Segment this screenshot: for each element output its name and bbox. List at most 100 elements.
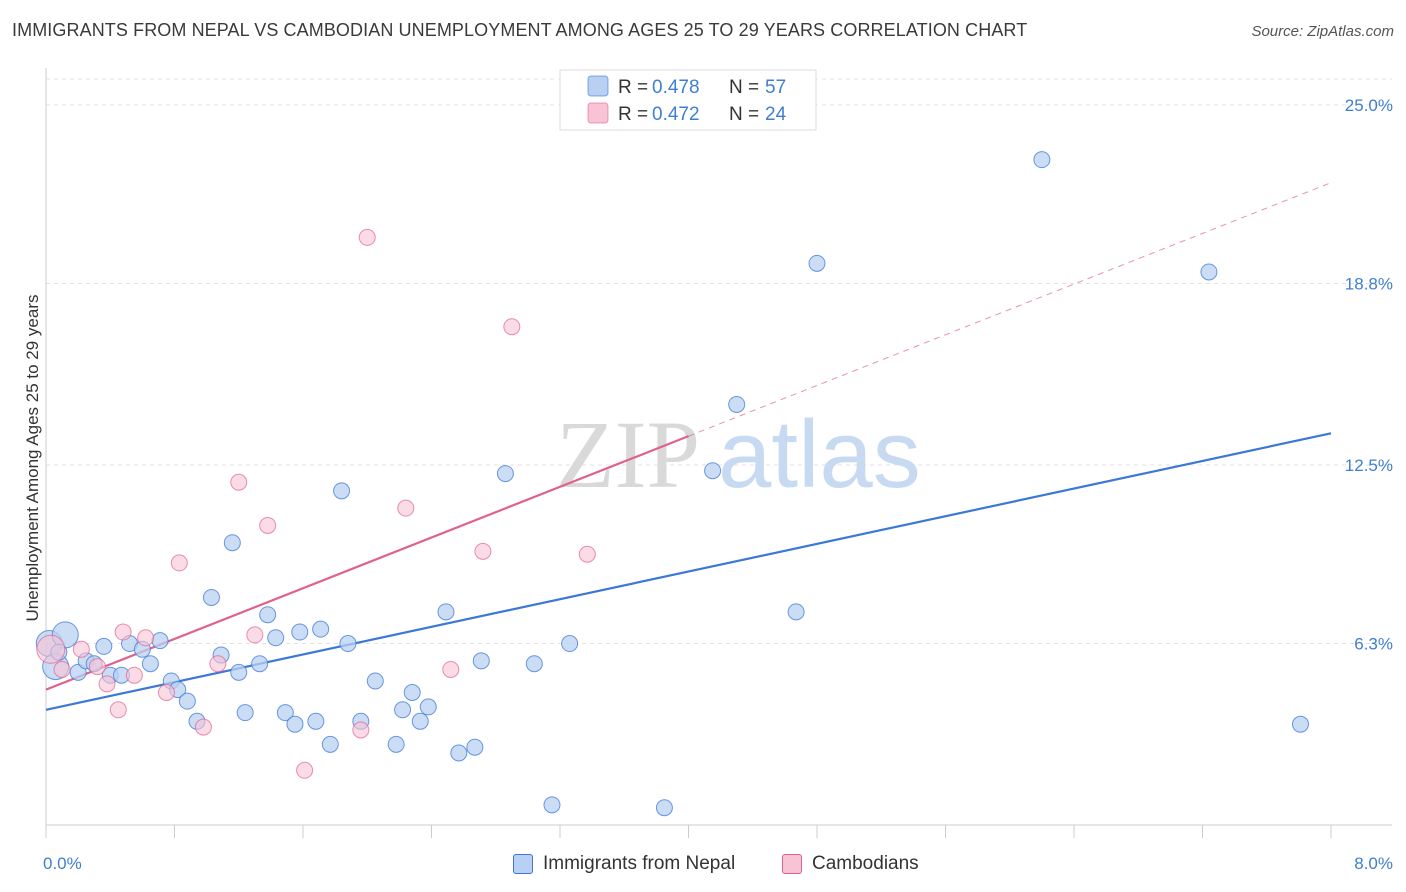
legend-box: R = 0.478 N = 57 R = 0.472 N = 24	[559, 69, 817, 131]
legend-r-label-2: R =	[618, 104, 648, 125]
bottom-legend: Immigrants from Nepal Cambodians	[0, 850, 1406, 880]
point-nepal-11	[141, 655, 159, 673]
legend-r-value-1: 0.478	[652, 77, 700, 98]
point-cambodians-19	[397, 499, 415, 517]
point-cambodians-9	[157, 684, 175, 702]
point-nepal-3	[69, 663, 87, 681]
point-nepal-26	[286, 715, 304, 733]
point-nepal-30	[321, 735, 339, 753]
point-nepal-27	[291, 623, 309, 641]
point-nepal-39	[419, 698, 437, 716]
point-nepal-28	[307, 712, 325, 730]
point-nepal-23	[259, 606, 277, 624]
point-nepal-54	[1200, 263, 1218, 281]
y-tick-label-1: 12.5%	[1345, 456, 1393, 475]
point-nepal-37	[403, 684, 421, 702]
legend-swatch-nepal	[587, 75, 609, 97]
point-nepal-21	[236, 704, 254, 722]
point-nepal-12	[151, 632, 169, 650]
point-nepal-48	[655, 799, 673, 817]
point-nepal-45	[525, 655, 543, 673]
point-cambodians-4	[98, 675, 116, 693]
point-nepal-51	[787, 603, 805, 621]
point-cambodians-13	[230, 473, 248, 491]
bottom-legend-label-nepal: Immigrants from Nepal	[543, 853, 736, 874]
point-cambodians-7	[125, 666, 143, 684]
point-nepal-42	[466, 738, 484, 756]
point-cambodians-2	[72, 640, 90, 658]
point-cambodians-6	[114, 623, 132, 641]
point-nepal-41	[450, 744, 468, 762]
point-cambodians-8	[137, 629, 155, 647]
legend-n-value-1: 57	[765, 77, 786, 98]
bottom-legend-cambodians: Cambodians	[782, 853, 919, 875]
point-nepal-55	[1291, 715, 1309, 733]
point-cambodians-12	[209, 655, 227, 673]
point-nepal-52	[808, 254, 826, 272]
point-cambodians-0	[36, 634, 66, 664]
point-nepal-40	[437, 603, 455, 621]
point-nepal-50	[728, 395, 746, 413]
legend-r-label-1: R =	[618, 77, 648, 98]
point-nepal-19	[223, 534, 241, 552]
point-nepal-34	[366, 672, 384, 690]
bottom-legend-swatch-cambodians	[782, 854, 802, 874]
point-nepal-24	[267, 629, 285, 647]
point-nepal-15	[178, 692, 196, 710]
legend-swatch-cambodians	[587, 102, 609, 124]
point-nepal-49	[704, 462, 722, 480]
point-nepal-6	[95, 637, 113, 655]
x-tick-label-1: 8.0%	[1354, 854, 1393, 873]
point-nepal-44	[496, 465, 514, 483]
point-cambodians-17	[352, 721, 370, 739]
point-cambodians-15	[259, 516, 277, 534]
source-label: Source: ZipAtlas.com	[1251, 23, 1394, 40]
point-nepal-17	[202, 588, 220, 606]
point-nepal-35	[387, 735, 405, 753]
legend-n-label-1: N =	[729, 77, 759, 98]
watermark-atlas: atlas	[718, 401, 921, 508]
point-cambodians-3	[88, 658, 106, 676]
point-nepal-38	[411, 712, 429, 730]
point-cambodians-1	[53, 660, 71, 678]
watermark-zip: ZIP	[556, 401, 700, 508]
point-cambodians-16	[296, 761, 314, 779]
point-cambodians-21	[474, 542, 492, 560]
point-nepal-46	[543, 796, 561, 814]
point-cambodians-14	[246, 626, 264, 644]
point-nepal-53	[1033, 151, 1051, 169]
chart-title: IMMIGRANTS FROM NEPAL VS CAMBODIAN UNEMP…	[12, 20, 1028, 40]
point-cambodians-22	[503, 318, 521, 336]
grid-lines	[46, 78, 1392, 645]
legend-n-value-2: 24	[765, 104, 787, 125]
point-nepal-29	[312, 620, 330, 638]
y-tick-label-2: 18.8%	[1345, 275, 1393, 294]
point-nepal-47	[561, 635, 579, 653]
legend-r-value-2: 0.472	[652, 104, 700, 125]
point-cambodians-10	[170, 554, 188, 572]
point-nepal-22	[251, 655, 269, 673]
y-axis-title: Unemployment Among Ages 25 to 29 years	[23, 295, 42, 622]
point-nepal-43	[472, 652, 490, 670]
point-cambodians-5	[109, 701, 127, 719]
point-cambodians-18	[358, 228, 376, 246]
data-points	[35, 151, 1309, 817]
trend-line-cambodians-extension	[688, 182, 1332, 437]
bottom-legend-swatch-nepal	[513, 854, 533, 874]
x-tick-label-0: 0.0%	[43, 854, 82, 873]
axes	[45, 68, 1392, 838]
y-tick-label-3: 25.0%	[1345, 96, 1393, 115]
bottom-legend-nepal: Immigrants from Nepal	[513, 853, 735, 875]
bottom-legend-label-cambodians: Cambodians	[812, 853, 919, 874]
point-nepal-32	[339, 635, 357, 653]
point-cambodians-11	[194, 718, 212, 736]
point-cambodians-20	[442, 660, 460, 678]
point-cambodians-23	[578, 545, 596, 563]
point-nepal-36	[394, 701, 412, 719]
legend-n-label-2: N =	[729, 104, 759, 125]
point-nepal-25	[276, 704, 294, 722]
watermark: ZIP atlas	[556, 401, 921, 508]
tick-labels: 6.3% 12.5% 18.8% 25.0% 0.0% 8.0%	[43, 96, 1393, 873]
point-nepal-31	[333, 482, 351, 500]
